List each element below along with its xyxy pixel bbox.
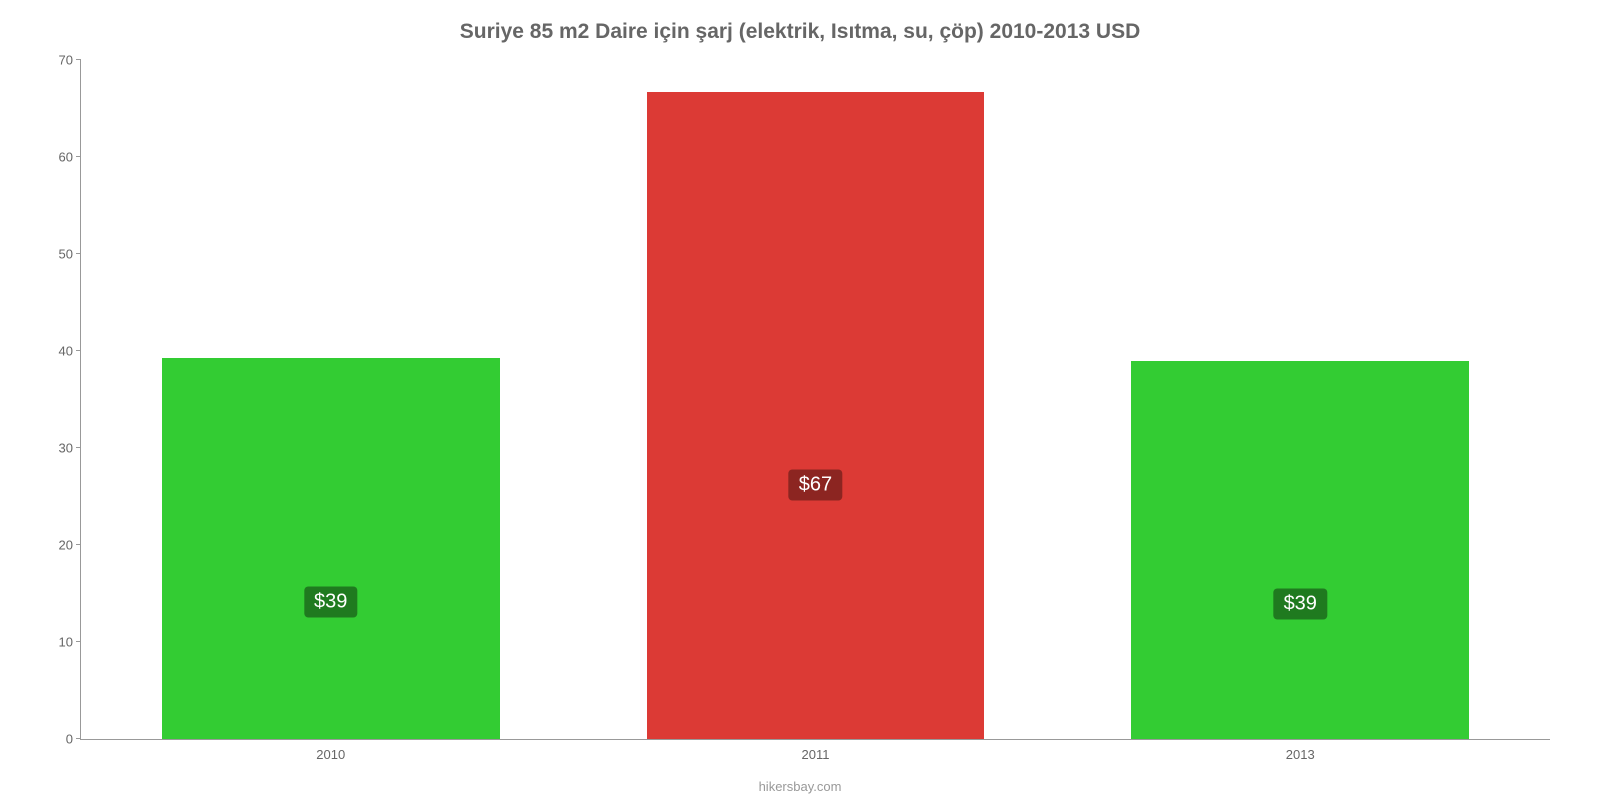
y-tick-mark (76, 544, 81, 545)
x-tick-label: 2011 (802, 739, 830, 762)
y-tick-mark (76, 350, 81, 351)
y-tick-label: 20 (59, 538, 81, 553)
bar-value-label: $39 (1274, 588, 1327, 619)
y-tick-label: 70 (59, 53, 81, 68)
y-tick-mark (76, 447, 81, 448)
bar-value-label: $39 (304, 587, 357, 618)
y-tick-label: 30 (59, 441, 81, 456)
y-tick-mark (76, 156, 81, 157)
plot-area: 010203040506070$392010$672011$392013 (80, 60, 1550, 740)
y-tick-mark (76, 253, 81, 254)
y-tick-mark (76, 59, 81, 60)
y-tick-label: 40 (59, 344, 81, 359)
bar: $39 (1131, 361, 1469, 739)
chart-title: Suriye 85 m2 Daire için şarj (elektrik, … (0, 20, 1600, 44)
y-tick-label: 50 (59, 247, 81, 262)
y-tick-label: 0 (66, 732, 81, 747)
x-tick-label: 2010 (316, 739, 345, 762)
y-tick-label: 60 (59, 150, 81, 165)
bar-value-label: $67 (789, 470, 842, 501)
bar: $39 (162, 358, 500, 739)
y-tick-mark (76, 738, 81, 739)
chart-container: Suriye 85 m2 Daire için şarj (elektrik, … (0, 0, 1600, 800)
y-tick-mark (76, 641, 81, 642)
attribution-text: hikersbay.com (0, 779, 1600, 794)
bar: $67 (647, 92, 985, 739)
y-tick-label: 10 (59, 635, 81, 650)
x-tick-label: 2013 (1286, 739, 1315, 762)
